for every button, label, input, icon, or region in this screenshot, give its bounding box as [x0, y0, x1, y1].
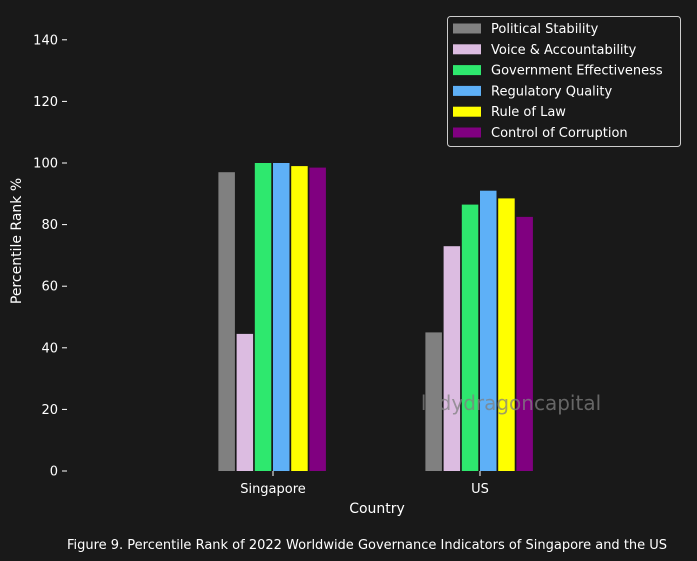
- bars: [218, 163, 533, 471]
- bar: [498, 198, 515, 471]
- bar: [273, 163, 290, 471]
- y-tick-label: 120: [33, 95, 58, 110]
- figure-caption: Figure 9. Percentile Rank of 2022 Worldw…: [67, 538, 667, 553]
- legend-frame: [447, 16, 681, 147]
- bar: [254, 163, 272, 471]
- y-tick-label: 80: [41, 218, 58, 233]
- y-axis-label: Percentile Rank %: [9, 178, 25, 304]
- legend-swatch: [453, 106, 481, 117]
- legend-label: Voice & Accountability: [491, 43, 637, 58]
- legend-swatch: [453, 44, 481, 55]
- bar: [218, 172, 235, 471]
- legend-label: Regulatory Quality: [491, 84, 612, 99]
- y-tick-label: 140: [33, 33, 58, 48]
- bar: [480, 190, 497, 471]
- x-axis: Singapore US: [240, 471, 489, 497]
- bar: [516, 216, 533, 471]
- watermark: ladydragoncapital: [421, 391, 601, 415]
- y-tick-label: 20: [41, 403, 58, 418]
- bar: [291, 166, 308, 471]
- bar: [461, 204, 479, 471]
- legend-swatch: [453, 23, 481, 34]
- y-axis: 0 20 40 60 80 100 120 140: [33, 33, 67, 480]
- bar: [236, 333, 254, 471]
- y-tick-label: 40: [41, 341, 58, 356]
- y-tick-label: 0: [50, 465, 58, 480]
- y-tick-label: 60: [41, 280, 58, 295]
- y-tick-label: 100: [33, 157, 58, 172]
- x-axis-label: Country: [349, 501, 405, 517]
- x-tick-label: Singapore: [240, 482, 306, 497]
- legend-label: Political Stability: [491, 22, 599, 37]
- bar: [443, 246, 461, 471]
- legend-label: Control of Corruption: [491, 126, 628, 141]
- legend-swatch: [453, 65, 481, 76]
- legend-swatch: [453, 127, 481, 138]
- bar: [309, 167, 326, 471]
- legend-label: Government Effectiveness: [491, 64, 663, 79]
- legend-label: Rule of Law: [491, 105, 566, 120]
- legend-swatch: [453, 85, 481, 96]
- legend: Political Stability Voice & Accountabilit…: [447, 16, 681, 147]
- x-tick-label: US: [471, 482, 489, 497]
- bar: [425, 332, 442, 471]
